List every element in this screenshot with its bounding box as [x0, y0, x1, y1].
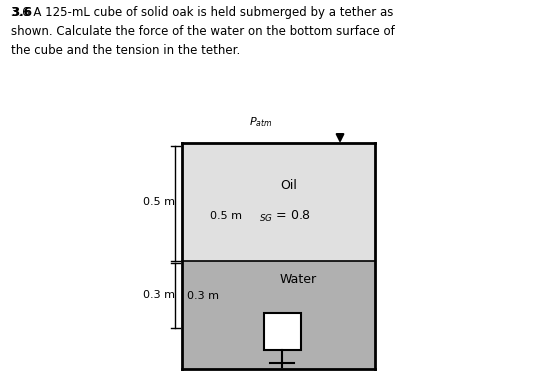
Bar [182, 261, 375, 369]
Text: the cube and the tension in the tether.: the cube and the tension in the tether. [11, 44, 240, 56]
Text: 3.6 A 125-mL cube of solid oak is held submerged by a tether as: 3.6 A 125-mL cube of solid oak is held s… [11, 6, 394, 19]
Text: 3.6: 3.6 [11, 6, 32, 19]
Text: 0.3 m: 0.3 m [143, 290, 175, 300]
Text: shown. Calculate the force of the water on the bottom surface of: shown. Calculate the force of the water … [11, 25, 395, 38]
Bar [263, 313, 301, 350]
Text: 0.3 m: 0.3 m [187, 291, 219, 301]
Text: 0.5 m: 0.5 m [143, 197, 175, 207]
Text: 0.5 m: 0.5 m [210, 211, 242, 221]
Text: $_{SG}$ = 0.8: $_{SG}$ = 0.8 [259, 209, 311, 224]
Text: $P_{atm}$: $P_{atm}$ [250, 116, 273, 129]
Bar [182, 144, 375, 261]
Text: Oil: Oil [280, 179, 298, 192]
Text: Water: Water [280, 273, 317, 286]
